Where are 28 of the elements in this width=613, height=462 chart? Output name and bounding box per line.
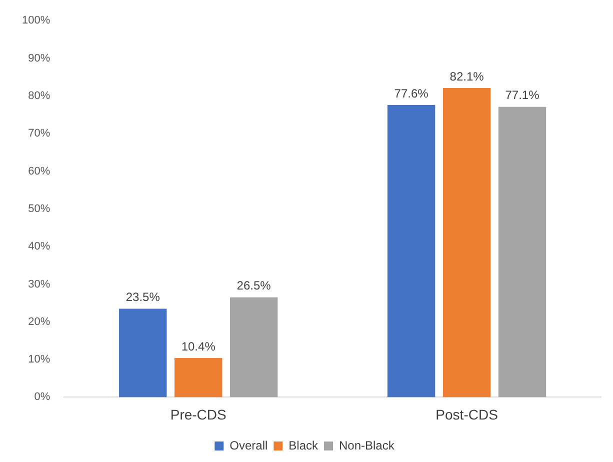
- data-label: 10.4%: [181, 339, 216, 354]
- data-label: 77.6%: [394, 86, 429, 100]
- y-tick-label: 80%: [28, 90, 50, 102]
- x-tick-label: Pre-CDS: [170, 406, 226, 422]
- y-tick-label: 10%: [28, 354, 50, 366]
- y-tick-label: 20%: [28, 316, 50, 328]
- data-label: 23.5%: [126, 290, 160, 304]
- legend-label: Non-Black: [339, 438, 396, 452]
- x-tick-label: Post-CDS: [436, 406, 498, 422]
- bar: [230, 297, 278, 398]
- bar: [498, 106, 546, 398]
- y-tick-label: 100%: [22, 14, 50, 27]
- data-label: 26.5%: [236, 278, 272, 293]
- legend-label: Overall: [230, 438, 268, 452]
- y-tick-label: 70%: [28, 128, 50, 140]
- bar: [387, 104, 436, 398]
- y-tick-label: 50%: [28, 202, 50, 215]
- data-label: 82.1%: [450, 69, 484, 84]
- y-tick-label: 40%: [28, 240, 50, 253]
- bar: [119, 308, 167, 398]
- data-label: 77.1%: [505, 88, 540, 102]
- y-tick-label: 90%: [28, 52, 50, 64]
- legend-label: Black: [288, 438, 319, 452]
- y-tick-label: 30%: [28, 278, 50, 290]
- y-tick-label: 60%: [28, 165, 50, 178]
- bar: [442, 88, 491, 398]
- bar: [174, 358, 222, 398]
- y-tick-label: 0%: [34, 391, 50, 404]
